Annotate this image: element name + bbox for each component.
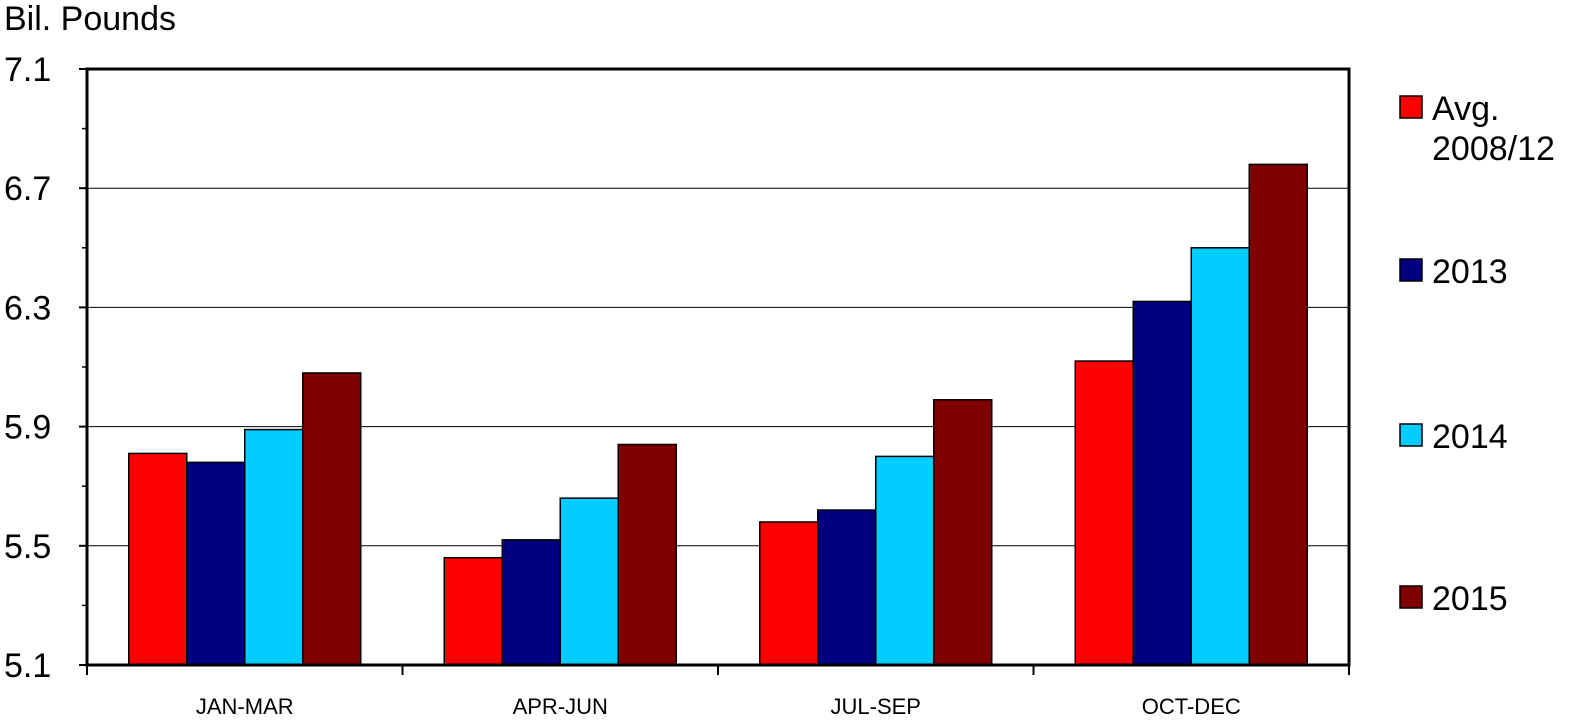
legend-label: 2015 bbox=[1432, 580, 1508, 618]
legend-label: 2008/12 bbox=[1432, 130, 1555, 168]
legend-swatch bbox=[1399, 585, 1423, 609]
y-tick-label: 5.5 bbox=[4, 528, 51, 566]
bar bbox=[1074, 360, 1134, 666]
bar bbox=[302, 372, 362, 666]
legend: Avg.2008/12 2013 2014 2015 bbox=[1399, 90, 1555, 618]
legend-swatch bbox=[1399, 258, 1423, 282]
bar bbox=[817, 509, 877, 666]
bar bbox=[875, 455, 935, 666]
legend-label: 2014 bbox=[1432, 418, 1508, 456]
bar bbox=[617, 443, 677, 666]
y-tick-label: 6.7 bbox=[4, 170, 51, 208]
legend-label: Avg. bbox=[1432, 90, 1499, 128]
y-axis-ticks: 5.1 5.5 5.9 6.3 6.7 7.1 bbox=[4, 51, 87, 685]
bar bbox=[244, 428, 304, 666]
legend-swatch bbox=[1399, 423, 1423, 447]
bar bbox=[501, 539, 561, 666]
y-tick-label: 6.3 bbox=[4, 289, 51, 327]
bar bbox=[933, 399, 993, 666]
y-tick-label: 5.1 bbox=[4, 647, 51, 685]
legend-label: 2013 bbox=[1432, 253, 1508, 291]
bars-group bbox=[128, 163, 1308, 666]
bar bbox=[186, 461, 246, 666]
bar bbox=[443, 556, 503, 666]
bar bbox=[559, 497, 619, 666]
y-tick-label: 7.1 bbox=[4, 51, 51, 89]
x-tick-label: JAN-MAR bbox=[196, 694, 294, 719]
bar bbox=[1190, 247, 1250, 666]
bar bbox=[1248, 163, 1308, 666]
x-tick-label: OCT-DEC bbox=[1142, 694, 1241, 719]
bar bbox=[1132, 300, 1192, 666]
x-tick-label: APR-JUN bbox=[513, 694, 608, 719]
y-tick-label: 5.9 bbox=[4, 409, 51, 447]
x-axis-ticks: JAN-MAR APR-JUN JUL-SEP OCT-DEC bbox=[86, 665, 1350, 719]
bar bbox=[128, 452, 188, 666]
legend-swatch bbox=[1399, 95, 1423, 119]
x-tick-label: JUL-SEP bbox=[831, 694, 921, 719]
bar bbox=[759, 521, 819, 666]
y-axis-label: Bil. Pounds bbox=[4, 0, 176, 38]
